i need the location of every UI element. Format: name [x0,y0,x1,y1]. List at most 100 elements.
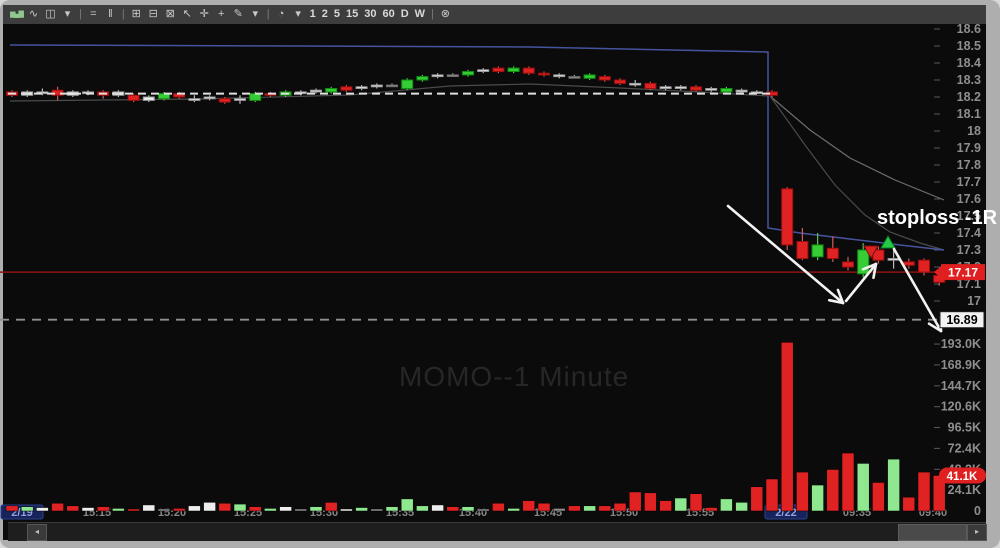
volume-tick-label: 72.4K [948,441,981,455]
timeframe-button-5[interactable]: 5 [333,8,340,20]
candle-body [522,67,535,74]
price-tick-label: 18.4 [957,56,981,70]
candle-body [325,88,338,93]
candle-chart-type-icon[interactable]: ◫ [45,8,56,20]
price-tick-label: 17.6 [957,192,981,206]
volume-bar [294,508,308,512]
blue-session-line [9,44,945,251]
price-tick-label: 17.9 [957,141,981,155]
volume-bar [674,497,688,512]
toolbar: ▆▄▇ ∿ ◫ ▾ | = ‖ | ⊞ ⊟ ⊠ ↖ ✛ + ✎ ▾ | ◔ ▾ 1 2 5 15 30 60 D W | ⊗ [3,5,986,24]
volume-bar [826,469,840,512]
candle-body [462,71,474,76]
moving-average-fast-line [769,95,945,251]
candle-body [583,74,596,79]
volume-bar [872,482,885,512]
moving-average-slow-line [769,95,945,201]
volume-tick-label: 120.6K [941,400,981,414]
volume-bar [340,508,353,512]
price-tick-label: 17.3 [957,243,981,257]
draw-pencil-icon[interactable]: ✎ [233,8,243,20]
svg-text:17.17: 17.17 [948,266,978,280]
candle-body [857,249,870,275]
horizontal-line-tool-icon[interactable]: = [90,8,97,20]
draw-dropdown[interactable]: ▾ [252,8,258,20]
vertical-line-tool-icon[interactable]: ‖ [108,8,113,20]
clock-dropdown[interactable]: ▾ [295,8,301,20]
close-layout-icon[interactable]: ⊠ [165,8,175,20]
volume-bar [36,507,49,512]
volume-bar [142,504,156,512]
volume-bar [780,342,794,512]
volume-tick-label: 168.9K [941,358,981,372]
volume-bar [735,502,748,512]
timeframe-button-W[interactable]: W [414,8,426,20]
volume-bar [841,452,855,512]
volume-bar [20,506,34,512]
volume-bar [720,498,733,512]
bar-chart-type-icon[interactable]: ▆▄▇ [10,11,24,18]
realtime-session-icon[interactable]: ⊗ [440,8,451,20]
volume-bar [796,471,809,512]
price-tick-label: 17.8 [957,158,981,172]
candle-body [902,261,915,266]
candle-body [690,86,702,91]
scroll-right-button[interactable]: ▸ [967,524,987,541]
scrollbar-thumb[interactable] [898,524,967,541]
volume-bar [522,500,536,512]
volume-bar [324,502,338,512]
grid-layout-icon[interactable]: ⊞ [131,8,141,20]
volume-bar [689,493,703,512]
candle-body [735,89,748,93]
timeframe-button-15[interactable]: 15 [345,8,359,20]
price-tick-label: 18.6 [957,22,981,36]
price-tick-label: 17.4 [957,226,981,240]
cursor-arrow-icon[interactable]: ↖ [182,8,192,20]
pan-hand-icon[interactable]: ✛ [199,8,209,20]
volume-tick-label: 0 [974,504,981,518]
annotation-arrow [726,204,845,305]
candle-body [431,74,444,78]
timeframe-button-2[interactable]: 2 [321,8,328,20]
timeframe-button-D[interactable]: D [400,8,409,20]
line-chart-type-icon[interactable]: ∿ [28,8,39,20]
volume-bar [127,508,140,512]
volume-bar [659,500,672,512]
candle-body [249,93,262,101]
crosshair-icon[interactable]: + [218,8,225,20]
price-axis[interactable]: 18.6 18.5 18.4 18.3 18.2 18.1 18 17.9 17.8 17.7 17… [934,22,981,308]
volume-bar [856,463,870,512]
volume-bar [811,484,824,512]
candle-body [614,79,626,84]
scroll-left-button[interactable]: ◂ [27,524,47,541]
timeframe-button-30[interactable]: 30 [364,8,377,20]
split-layout-icon[interactable]: ⊟ [148,8,158,20]
timeframe-button-1[interactable]: 1 [309,8,316,20]
volume-bar [613,502,627,512]
candle-body [340,86,353,91]
timeframe-button-60[interactable]: 60 [382,8,395,20]
toolbar-separator: | [431,8,434,20]
volume-tag: 41.1K [939,467,986,484]
volume-bar [431,504,444,512]
volume-bar [704,507,718,512]
clock-icon[interactable]: ◔ [277,8,285,20]
price-tick-label: 18.1 [957,107,981,121]
candle-body [310,89,322,93]
volume-bar [598,505,612,512]
volume-bar [476,508,490,512]
stop-price-tag: 16.89 [939,311,985,329]
sell-marker-icon [863,245,879,259]
chart-type-dropdown[interactable]: ▾ [64,8,71,20]
volume-bar [492,502,505,512]
horizontal-scrollbar-track[interactable] [8,522,986,541]
candle-body [446,74,459,78]
volume-bar [264,508,277,512]
volume-bar [537,502,551,512]
stoploss-annotation: stoploss -1R [877,207,998,229]
volume-bar [750,486,764,512]
volume-bar [248,506,262,512]
candle-body [674,86,687,90]
volume-bar [902,496,916,512]
